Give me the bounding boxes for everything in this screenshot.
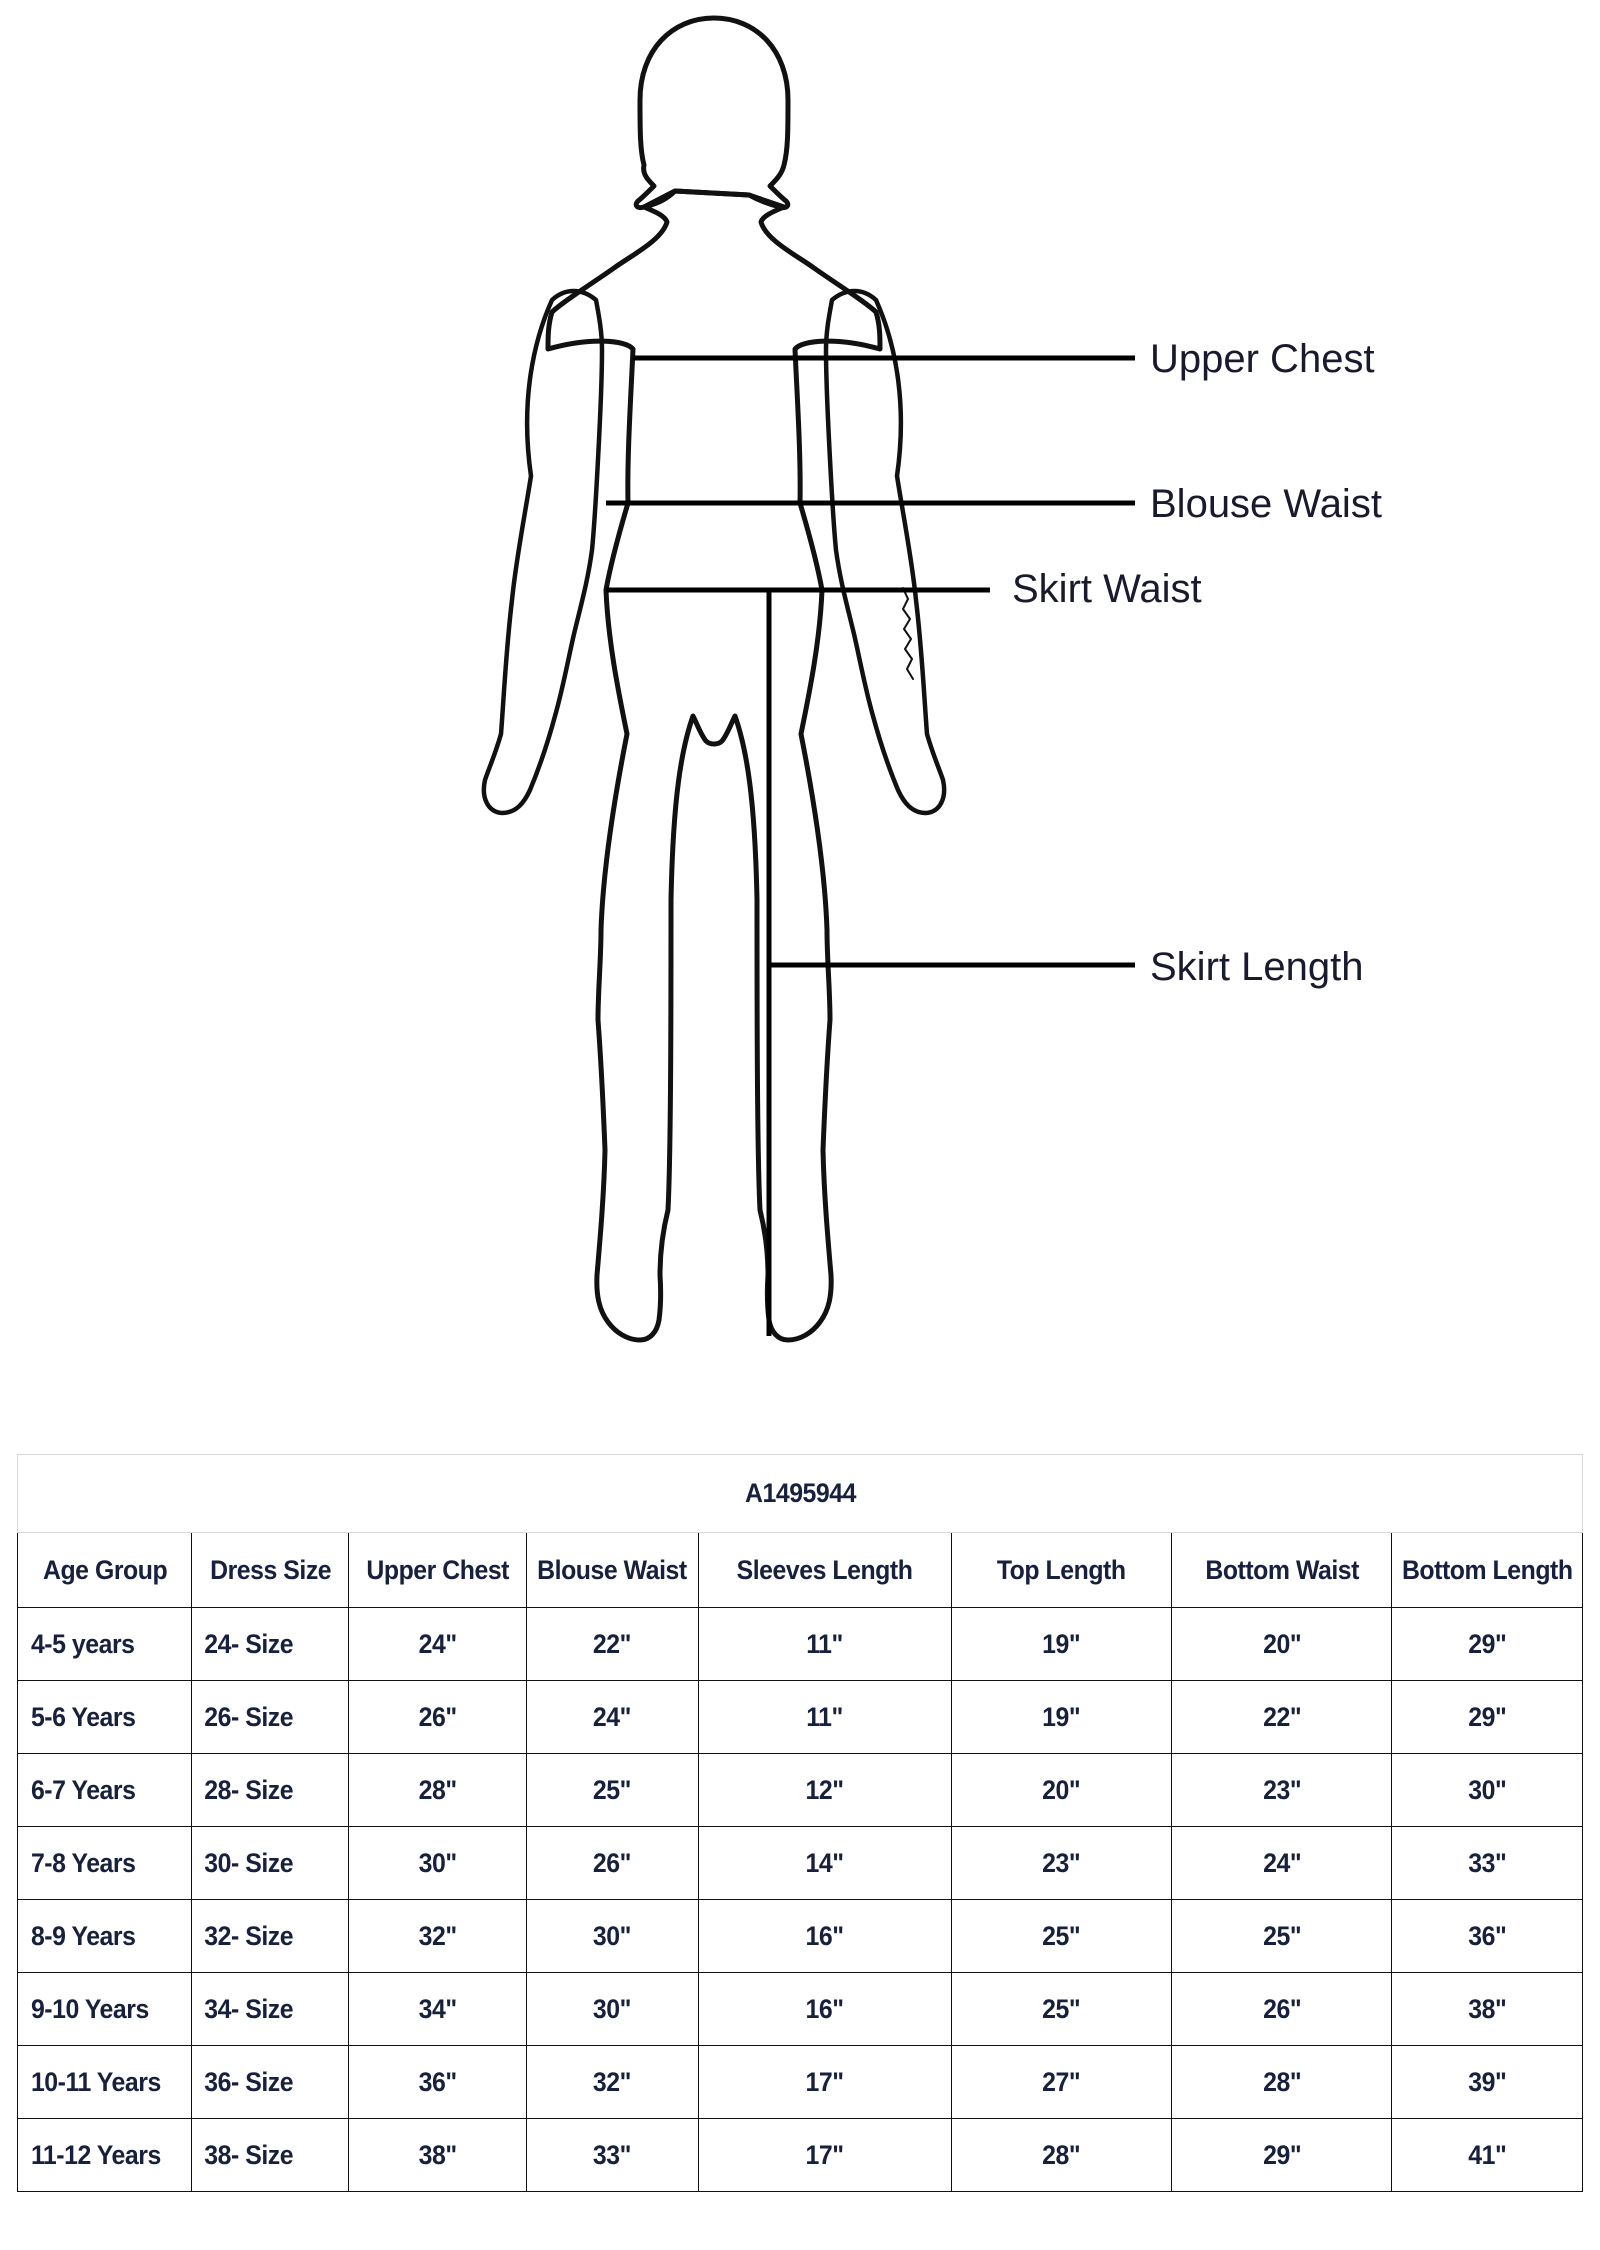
- svg-text:Skirt Length: Skirt Length: [1150, 945, 1363, 989]
- svg-text:Skirt Waist: Skirt Waist: [1012, 567, 1202, 611]
- svg-text:Blouse Waist: Blouse Waist: [1150, 482, 1382, 526]
- svg-text:Upper Chest: Upper Chest: [1150, 337, 1375, 381]
